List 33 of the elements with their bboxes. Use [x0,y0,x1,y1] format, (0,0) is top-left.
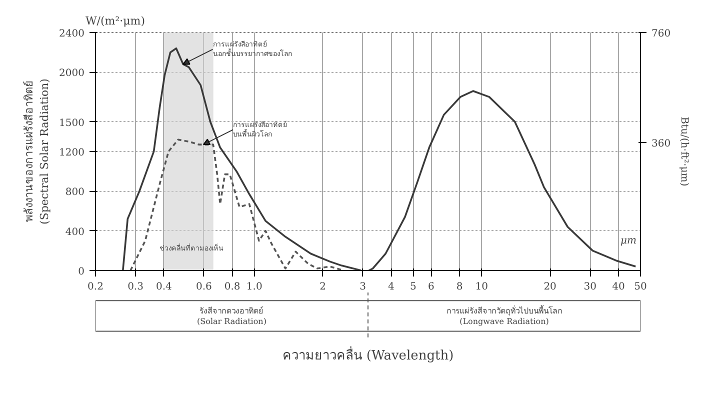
x-tick-label: 20 [544,282,556,292]
y-tick-label: 1200 [59,148,85,158]
x-tick-label: 0.6 [196,282,212,292]
y2-tick-label: 360 [652,138,671,150]
x-axis-title: ความยาวคลื่น (Wavelength) [282,346,454,364]
x-tick-label: 10 [475,282,488,292]
x-tick-label: 5 [410,282,416,292]
annotation: μm [620,236,636,246]
x-tick-label: 4 [388,282,394,292]
x-tick-label: 0.3 [128,282,144,292]
x-tick-label: 0.8 [224,282,240,292]
x-tick-label: 1.0 [246,282,262,292]
text: W/(m²·μm) [86,14,146,28]
y-tick-label: 400 [65,226,85,238]
x-tick-label: 8 [456,282,463,292]
text: รังสีจากดวงอาทิตย์ (Solar Radiation) [197,305,266,326]
x-tick-label: 50 [634,282,647,292]
x-tick-label: 2 [320,282,326,292]
y-tick-label: 2000 [59,68,85,80]
y-tick-label: 800 [65,187,85,198]
x-tick-label: 30 [584,282,596,292]
y-tick-label: 0 [78,266,85,278]
y-axis-title: พลังงานของการแผ่รังสีอาทิตย์ (Spectral Solar Radiation) [22,78,52,224]
x-tick-label: 40 [612,282,625,292]
text: การแผ่รังสีจากวัตถุทั่วไปบนพื้นโลก (Longwave Radiation) [446,304,562,326]
y2-tick-label: 760 [652,28,671,40]
y-tick-label: 1500 [59,118,85,129]
x-tick-label: 0.4 [156,282,172,292]
x-tick-label: 6 [428,282,434,292]
y2-axis-title: Btu/(h·ft²·μm) [678,116,690,186]
x-tick-label: 0.2 [88,282,104,292]
y-tick-label: 2400 [59,28,85,40]
x-tick-label: 3 [360,282,366,292]
